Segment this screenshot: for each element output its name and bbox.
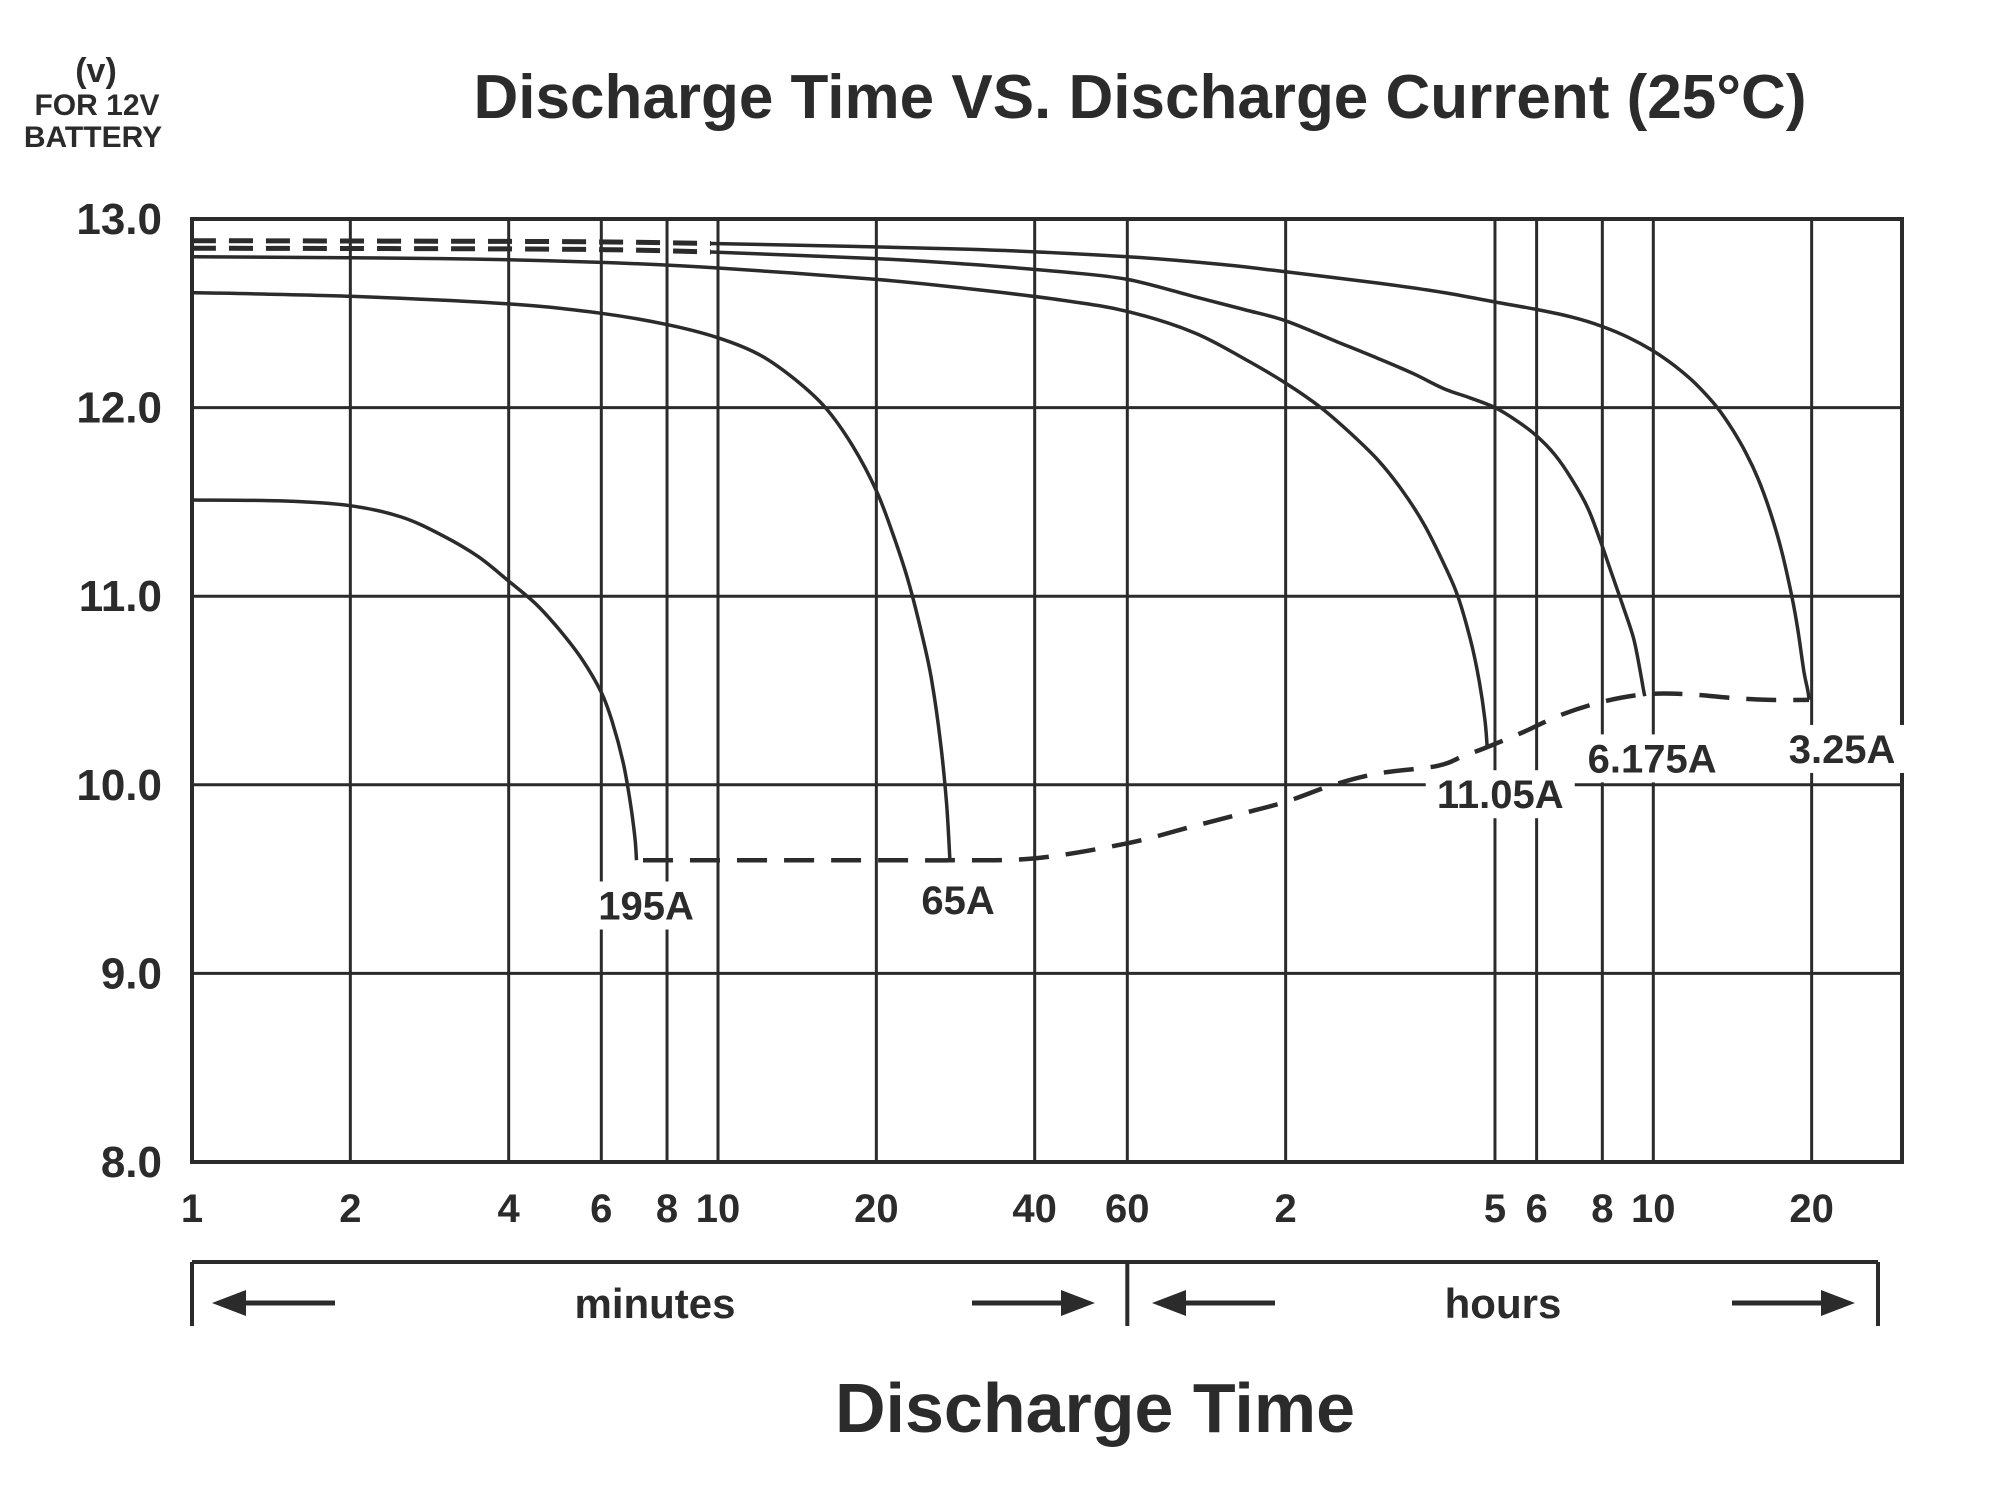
hours-right-arrow-head (1821, 1290, 1855, 1316)
plot-frame (190, 217, 1904, 1164)
y-axis-unit-for-12v: FOR 12V (34, 89, 159, 122)
chart-generated-layer: 195A 65A 11.05A 6.175A 3.25A 13.0 12.0 11.0 10.0… (76, 195, 1906, 1326)
curve-3.25A-dashed-lead (191, 238, 712, 246)
curve-195A (191, 498, 639, 861)
curve-label-195A: 195A (598, 885, 694, 929)
curve-label-6.175A: 6.175A (1588, 737, 1717, 781)
y-tick-label: 8.0 (101, 1138, 162, 1187)
x-axis-title: Discharge Time (835, 1369, 1355, 1447)
curve-65A (191, 290, 952, 861)
curve-label-bg-11.05A (1425, 770, 1575, 819)
curve-label-65A: 65A (921, 879, 994, 923)
curve-label-bg-65A (917, 875, 999, 924)
x-tick-label-hours: 5 (1484, 1187, 1506, 1231)
curve-label-3.25A: 3.25A (1789, 728, 1896, 772)
x-tick-label-minutes: 40 (1012, 1187, 1057, 1231)
minutes-left-arrow-head (212, 1290, 246, 1316)
x-tick-label-minutes: 8 (656, 1187, 678, 1231)
x-tick-label-minutes: 60 (1105, 1187, 1150, 1231)
curve-6.175A-dashed-lead (191, 245, 712, 255)
curve-cutoff-voltage-line (642, 691, 1810, 863)
minutes-right-arrow-head (1061, 1290, 1095, 1316)
x-tick-label-hours: 2 (1275, 1187, 1297, 1231)
x-tick-label-hours: 10 (1631, 1187, 1676, 1231)
curve-11.05A (191, 254, 1489, 748)
y-axis-unit-battery: BATTERY (24, 121, 162, 154)
curve-3.25A (710, 241, 1811, 701)
curve-label-bg-195A (594, 881, 699, 930)
y-tick-label: 13.0 (76, 195, 162, 244)
minutes-section-label: minutes (574, 1280, 735, 1327)
y-tick-label: 12.0 (76, 384, 162, 433)
y-tick-label: 9.0 (101, 949, 162, 998)
y-tick-label: 10.0 (76, 761, 162, 810)
curve-label-11.05A: 11.05A (1437, 773, 1564, 817)
x-tick-label-minutes: 4 (498, 1187, 521, 1231)
curve-label-bg-6.175A (1577, 734, 1727, 783)
y-tick-label: 11.0 (79, 572, 162, 621)
curve-label-bg-3.25A (1778, 724, 1906, 773)
x-tick-label-minutes: 20 (854, 1187, 899, 1231)
x-tick-label-minutes: 1 (181, 1187, 203, 1231)
x-tick-label-hours: 20 (1789, 1187, 1834, 1231)
x-tick-label-minutes: 6 (590, 1187, 612, 1231)
chart-title: Discharge Time VS. Discharge Current (25… (474, 63, 1807, 132)
x-tick-label-hours: 6 (1525, 1187, 1547, 1231)
x-tick-label-minutes: 2 (339, 1187, 361, 1231)
hours-section-label: hours (1445, 1280, 1562, 1327)
x-tick-label-minutes: 10 (696, 1187, 741, 1231)
y-axis-unit-volts: (v) (75, 52, 117, 90)
curve-6.175A (710, 250, 1647, 697)
hours-left-arrow-head (1152, 1290, 1186, 1316)
x-tick-label-hours: 8 (1591, 1187, 1613, 1231)
